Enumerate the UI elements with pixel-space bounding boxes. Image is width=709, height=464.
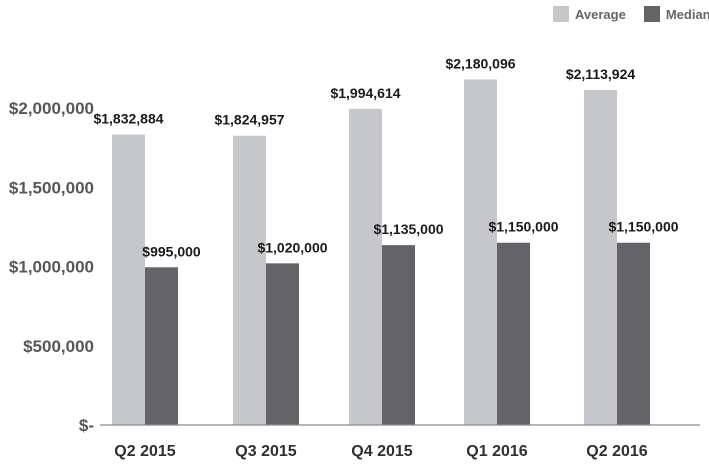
x-category-label: Q2 2015 [114, 443, 175, 460]
data-label-average: $2,113,924 [566, 66, 636, 82]
bar-median-4 [617, 242, 650, 425]
data-label-median: $995,000 [142, 243, 201, 259]
data-label-average: $1,824,957 [214, 112, 284, 128]
legend-item-average: Average [553, 6, 626, 22]
bar-average-2 [349, 108, 382, 425]
legend-label-average: Average [575, 6, 626, 22]
data-label-average: $2,180,096 [445, 55, 515, 71]
x-category-label: Q4 2015 [351, 443, 412, 460]
data-label-average: $1,832,884 [93, 110, 163, 126]
data-label-median: $1,150,000 [488, 219, 558, 235]
legend-swatch-average [553, 6, 569, 22]
y-tick-label: $- [79, 416, 94, 435]
y-tick-label: $2,000,000 [9, 99, 94, 118]
y-tick-label: $500,000 [23, 337, 94, 356]
x-category-label: Q1 2016 [466, 443, 527, 460]
legend-label-median: Median [665, 6, 709, 22]
y-tick-label: $1,500,000 [9, 178, 94, 197]
data-label-average: $1,994,614 [330, 85, 400, 101]
bar-median-2 [382, 245, 415, 425]
y-tick-label: $1,000,000 [9, 258, 94, 277]
legend-item-median: Median [643, 6, 709, 22]
data-label-median: $1,135,000 [373, 221, 443, 237]
bar-median-0 [145, 267, 178, 425]
bar-average-3 [464, 79, 497, 426]
bar-average-0 [112, 134, 145, 425]
bar-median-1 [266, 263, 299, 425]
legend: Average Median [553, 6, 709, 22]
bar-average-4 [584, 89, 617, 425]
legend-swatch-median [643, 6, 660, 22]
data-label-median: $1,020,000 [257, 239, 327, 255]
bar-median-3 [497, 242, 530, 425]
data-label-median: $1,150,000 [608, 219, 678, 235]
x-category-label: Q2 2016 [586, 443, 647, 460]
x-category-label: Q3 2015 [235, 443, 296, 460]
bar-average-1 [233, 135, 266, 425]
